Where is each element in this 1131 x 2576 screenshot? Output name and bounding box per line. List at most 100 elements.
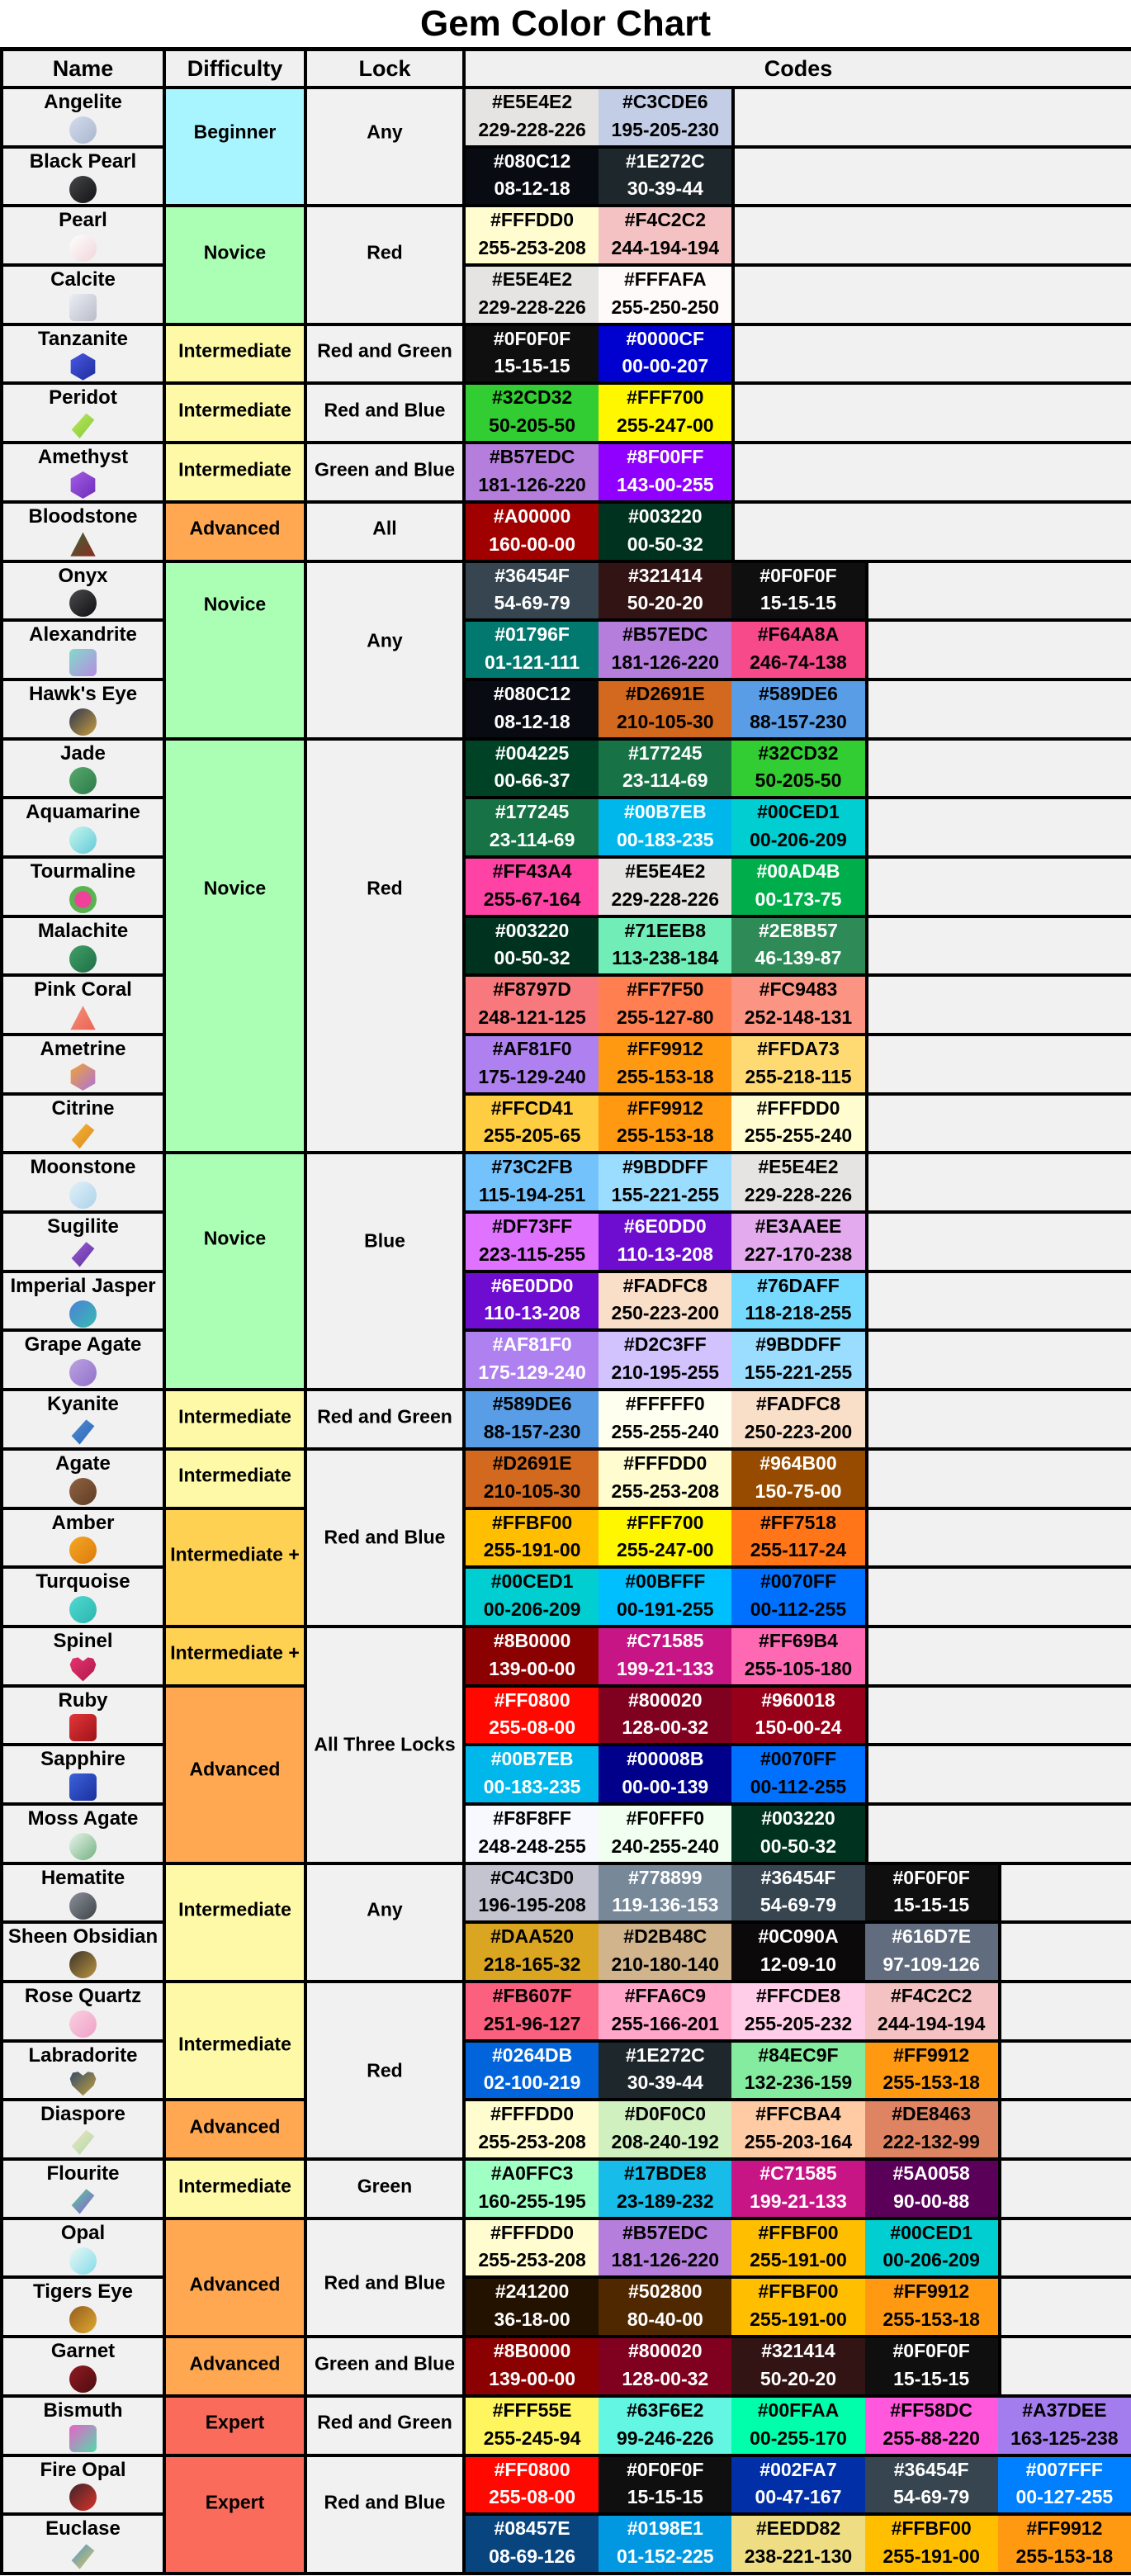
gem-row-hematite: Hematite: [3, 1864, 163, 1921]
code-hex: #D0F0C0: [624, 2103, 706, 2125]
lock-cell-red-and-blue-3: Red and Blue: [307, 385, 462, 442]
code-hex: #FF9912: [893, 2043, 970, 2066]
code-hex: #76DAFF: [757, 1274, 840, 1296]
code-hex: #0000CF: [626, 327, 705, 349]
codes-filler: [868, 1450, 1131, 1507]
code-hex: #E5E4E2: [491, 91, 573, 112]
code-hex: #FFFDD0: [756, 1096, 840, 1119]
gem-name: Spinel: [53, 1629, 113, 1652]
code-hex: #E5E4E2: [758, 1156, 839, 1178]
codes-filler: [868, 1627, 1131, 1684]
code-hex: #FFFDD0: [623, 1451, 707, 1474]
code-cell-diaspore-3: #FFCBA4 255-203-164: [731, 2101, 865, 2158]
code-cell-grape-agate-2: #D2C3FF 210-195-255: [599, 1332, 732, 1389]
code-hex: #FC9483: [759, 978, 838, 1001]
code-rgb: 15-15-15: [627, 2486, 703, 2508]
code-cell-ametrine-3: #FFDA73 255-218-115: [731, 1036, 865, 1092]
code-rgb: 139-00-00: [489, 2367, 576, 2389]
sugilite-icon: [71, 1242, 95, 1267]
codes-row-sapphire: #00B7EB 00-183-235 #00008B 00-00-139 #0070FF…: [466, 1746, 1131, 1802]
code-hex: #080C12: [493, 682, 571, 704]
code-cell-moonstone-1: #73C2FB 115-194-251: [466, 1154, 599, 1211]
code-hex: #8B0000: [493, 2340, 571, 2362]
code-hex: #800020: [628, 2340, 703, 2362]
difficulty-label: Advanced: [189, 517, 281, 539]
lock-label: Any: [367, 121, 403, 143]
gem-name: Ruby: [58, 1688, 108, 1712]
lock-cell-red-and-green-9: Red and Green: [307, 1391, 462, 1447]
code-hex: #D2B48C: [623, 1925, 707, 1948]
code-rgb: 255-247-00: [616, 414, 714, 437]
difficulty-label: Expert: [205, 2411, 265, 2433]
difficulty-cell-intermediate-2: Intermediate: [166, 325, 304, 382]
code-hex: #84EC9F: [758, 2043, 839, 2066]
lock-cell-red-7: Red: [307, 740, 462, 1152]
code-rgb: 255-250-250: [611, 296, 719, 318]
garnet-icon: [69, 2365, 97, 2393]
code-hex: #00AD4B: [756, 859, 840, 882]
code-rgb: 248-248-255: [478, 1835, 586, 1857]
difficulty-cell-intermediate-10: Intermediate: [166, 1450, 304, 1507]
difficulty-label: Intermediate: [178, 1464, 291, 1486]
code-cell-opal-4: #00CED1 00-206-209: [864, 2219, 998, 2276]
code-rgb: 119-136-153: [612, 1894, 719, 1916]
code-rgb: 255-153-18: [883, 2308, 980, 2331]
codes-end-border: [731, 444, 736, 500]
gem-row-rose-quartz: Rose Quartz: [3, 1983, 163, 2039]
code-hex: #F8797D: [493, 978, 571, 1001]
code-rgb: 255-253-208: [478, 237, 586, 259]
code-hex: #0070FF: [760, 1748, 836, 1770]
difficulty-cell-intermediate-3: Intermediate: [166, 385, 304, 442]
gem-row-fire-opal: Fire Opal: [3, 2456, 163, 2513]
difficulty-label: Advanced: [189, 2273, 281, 2295]
code-hex: #FB607F: [492, 1985, 572, 2006]
code-cell-jade-3: #32CD32 50-205-50: [731, 740, 865, 797]
difficulty-cell-advanced-18: Advanced: [166, 2219, 304, 2336]
code-rgb: 15-15-15: [893, 1894, 970, 1916]
code-cell-jade-1: #004225 00-66-37: [466, 740, 599, 797]
lock-label: Red: [367, 877, 403, 899]
code-rgb: 00-173-75: [755, 888, 842, 910]
column-header-codes: Codes: [466, 51, 1131, 86]
code-rgb: 23-189-232: [616, 2190, 714, 2212]
code-cell-spinel-1: #8B0000 139-00-00: [466, 1627, 599, 1684]
code-hex: #9BDDFF: [755, 1333, 841, 1356]
codes-end-border: [997, 1983, 1001, 2039]
code-rgb: 255-127-80: [616, 1006, 714, 1028]
malachite-icon: [69, 945, 97, 973]
code-rgb: 00-66-37: [494, 769, 570, 792]
code-hex: #FFFFF0: [625, 1393, 705, 1415]
codes-filler: [868, 680, 1131, 737]
code-hex: #FF69B4: [759, 1629, 838, 1651]
code-rgb: 238-221-130: [744, 2545, 853, 2567]
code-hex: #00008B: [627, 1748, 704, 1770]
code-cell-sugilite-3: #E3AAEE 227-170-238: [731, 1214, 865, 1270]
lock-cell-green-14: Green: [307, 2161, 462, 2217]
code-hex: #B57EDC: [489, 446, 575, 468]
gem-row-onyx: Onyx: [3, 562, 163, 619]
codes-row-calcite: #E5E4E2 229-228-226 #FFFAFA 255-250-250: [466, 267, 1131, 323]
codes-filler: [1001, 2042, 1131, 2099]
code-cell-tourmaline-2: #E5E4E2 229-228-226: [599, 858, 732, 915]
code-hex: #007FFF: [1025, 2458, 1103, 2480]
code-hex: #FFFDD0: [490, 2221, 575, 2243]
code-rgb: 210-105-30: [483, 1480, 581, 1502]
code-hex: #FFCDE8: [755, 1985, 841, 2006]
code-rgb: 208-240-192: [611, 2131, 719, 2153]
codes-filler: [868, 799, 1131, 855]
code-rgb: 90-00-88: [893, 2190, 970, 2212]
lock-cell-red-1: Red: [307, 207, 462, 323]
lock-label: Green and Blue: [315, 2352, 455, 2375]
code-hex: #0264DB: [492, 2043, 573, 2066]
difficulty-cell-advanced-19: Advanced: [166, 2338, 304, 2394]
gem-row-moss-agate: Moss Agate: [3, 1805, 163, 1862]
code-hex: #FFBF00: [758, 2280, 839, 2303]
flourite-icon: [71, 2189, 95, 2214]
black-pearl-icon: [69, 175, 97, 203]
code-cell-onyx-3: #0F0F0F 15-15-15: [731, 562, 865, 619]
codes-row-turquoise: #00CED1 00-206-209 #00BFFF 00-191-255 #0070F…: [466, 1569, 1131, 1625]
code-rgb: 255-247-00: [616, 1539, 714, 1561]
code-cell-flourite-1: #A0FFC3 160-255-195: [466, 2161, 599, 2217]
codes-end-border: [997, 1924, 1001, 1980]
codes-row-agate: #D2691E 210-105-30 #FFFDD0 255-253-208 #964B…: [466, 1450, 1131, 1507]
